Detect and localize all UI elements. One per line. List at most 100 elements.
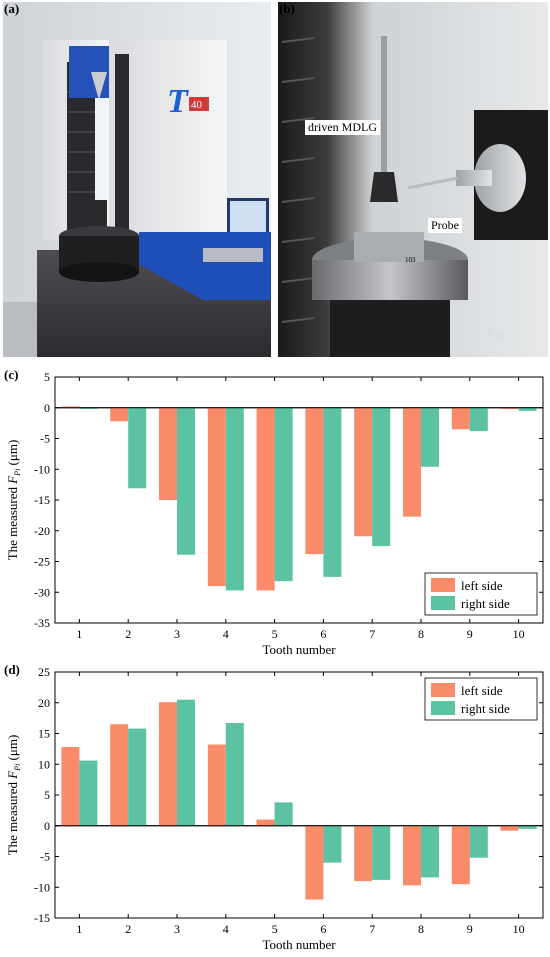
x-tick-label: 4 xyxy=(223,922,229,936)
y-axis-label-unit: (μm) xyxy=(5,440,20,469)
bar-right-tooth-7 xyxy=(372,407,391,547)
y-tick-label: 5 xyxy=(44,370,50,384)
panel-label-b: (b) xyxy=(279,1,295,16)
bar-right-tooth-4 xyxy=(225,723,244,826)
x-tick-label: 5 xyxy=(272,922,278,936)
bar-right-tooth-7 xyxy=(372,825,391,880)
x-tick-label: 9 xyxy=(467,922,473,936)
y-tick-label: 20 xyxy=(38,696,50,710)
panel-label-d: (d) xyxy=(4,662,20,677)
chuck-number: 103 xyxy=(405,256,416,264)
legend-swatch-right xyxy=(431,701,455,715)
y-tick-label: -20 xyxy=(34,524,50,538)
probe-photo: 103 xyxy=(278,2,548,357)
panel-label-a: (a) xyxy=(4,1,20,16)
x-tick-label: 10 xyxy=(513,627,525,641)
bar-left-tooth-9 xyxy=(451,407,470,430)
bar-right-tooth-4 xyxy=(225,407,244,591)
x-tick-label: 4 xyxy=(223,627,229,641)
bar-left-tooth-1 xyxy=(61,747,80,826)
legend-swatch-left xyxy=(431,683,455,697)
bar-right-tooth-9 xyxy=(469,825,488,858)
x-tick-label: 5 xyxy=(272,627,278,641)
y-tick-label: 0 xyxy=(44,819,50,833)
y-axis-label-text: The measured xyxy=(5,779,20,856)
bar-right-tooth-3 xyxy=(177,407,195,555)
y-tick-label: -30 xyxy=(34,585,50,599)
callout-driven-mdlg: driven MDLG xyxy=(305,120,380,135)
y-axis-label-text: The measured xyxy=(5,484,20,561)
bar-right-tooth-8 xyxy=(421,825,439,878)
y-tick-label: -10 xyxy=(34,880,50,894)
chart-d: -15 -10 -5 0 5 10 15 20 25 1 2 3 4 5 6 7 8 9 10 Tooth numbe… xyxy=(5,665,544,952)
legend-swatch-right xyxy=(431,596,455,610)
y-axis-label-symbol: F xyxy=(5,475,20,485)
bar-left-tooth-9 xyxy=(451,825,470,885)
x-tick-label: 6 xyxy=(320,922,326,936)
callout-probe: Probe xyxy=(428,218,462,233)
bar-left-tooth-5 xyxy=(256,407,275,591)
y-tick-label: -5 xyxy=(40,432,50,446)
bar-right-tooth-6 xyxy=(323,407,342,577)
legend-label-left: left side xyxy=(461,578,503,593)
bar-left-tooth-8 xyxy=(403,407,421,517)
bar-left-tooth-7 xyxy=(354,825,373,882)
y-tick-label: 5 xyxy=(44,788,50,802)
bar-left-tooth-3 xyxy=(159,702,177,826)
legend-label-right: right side xyxy=(461,596,510,611)
x-axis-label: Tooth number xyxy=(262,937,336,952)
bar-right-tooth-8 xyxy=(421,407,439,467)
x-tick-label: 7 xyxy=(369,627,375,641)
bar-right-tooth-5 xyxy=(274,407,293,582)
bar-left-tooth-3 xyxy=(159,407,177,500)
legend-label-left: left side xyxy=(461,683,503,698)
bar-right-tooth-2 xyxy=(128,407,147,489)
y-tick-label: -15 xyxy=(34,911,50,925)
legend-label-right: right side xyxy=(461,701,510,716)
bar-left-tooth-2 xyxy=(110,407,129,422)
x-tick-label: 1 xyxy=(76,922,82,936)
y-tick-label: 25 xyxy=(38,665,50,679)
legend-swatch-left xyxy=(431,578,455,592)
y-tick-label: -15 xyxy=(34,493,50,507)
y-axis-label-subscript: Pi xyxy=(13,764,22,772)
bar-left-tooth-5 xyxy=(256,819,275,826)
y-axis-label-unit: (μm) xyxy=(5,735,20,764)
bar-left-tooth-10 xyxy=(500,407,519,409)
machine-badge-number: 40 xyxy=(191,99,203,111)
x-tick-label: 2 xyxy=(125,627,131,641)
bar-right-tooth-10 xyxy=(518,825,537,829)
y-tick-label: 0 xyxy=(44,401,50,415)
bar-right-tooth-2 xyxy=(128,728,147,826)
machine-badge: T xyxy=(167,83,189,120)
bar-left-tooth-4 xyxy=(207,744,226,826)
bar-right-tooth-6 xyxy=(323,825,342,863)
x-tick-label: 10 xyxy=(513,922,525,936)
y-tick-label: -25 xyxy=(34,555,50,569)
x-tick-label: 8 xyxy=(418,922,424,936)
x-tick-label: 3 xyxy=(174,627,180,641)
bar-right-tooth-3 xyxy=(177,699,195,826)
bar-left-tooth-1 xyxy=(61,406,80,408)
y-axis-label: The measured FPi (μm) xyxy=(5,735,22,856)
machine-photo: T 40 xyxy=(3,2,271,357)
x-tick-label: 3 xyxy=(174,922,180,936)
bar-left-tooth-4 xyxy=(207,407,226,587)
x-tick-label: 1 xyxy=(76,627,82,641)
bar-left-tooth-2 xyxy=(110,724,129,826)
bar-right-tooth-5 xyxy=(274,802,293,826)
bar-right-tooth-1 xyxy=(79,760,98,826)
bar-left-tooth-7 xyxy=(354,407,373,537)
x-tick-label: 6 xyxy=(320,627,326,641)
bar-right-tooth-1 xyxy=(79,407,98,409)
y-axis-label: The measured FPi (μm) xyxy=(5,440,22,561)
chart-c: -35 -30 -25 -20 -15 -10 -5 0 5 1 2 3 4 5 6 7 8 9 10 Tooth n… xyxy=(5,370,544,657)
bar-left-tooth-8 xyxy=(403,825,421,886)
y-tick-label: -5 xyxy=(40,850,50,864)
bar-left-tooth-6 xyxy=(305,825,324,900)
x-tick-label: 9 xyxy=(467,627,473,641)
y-tick-label: -10 xyxy=(34,462,50,476)
panel-label-c: (c) xyxy=(4,367,19,382)
y-axis-label-symbol: F xyxy=(5,770,20,780)
y-tick-label: -35 xyxy=(34,616,50,630)
